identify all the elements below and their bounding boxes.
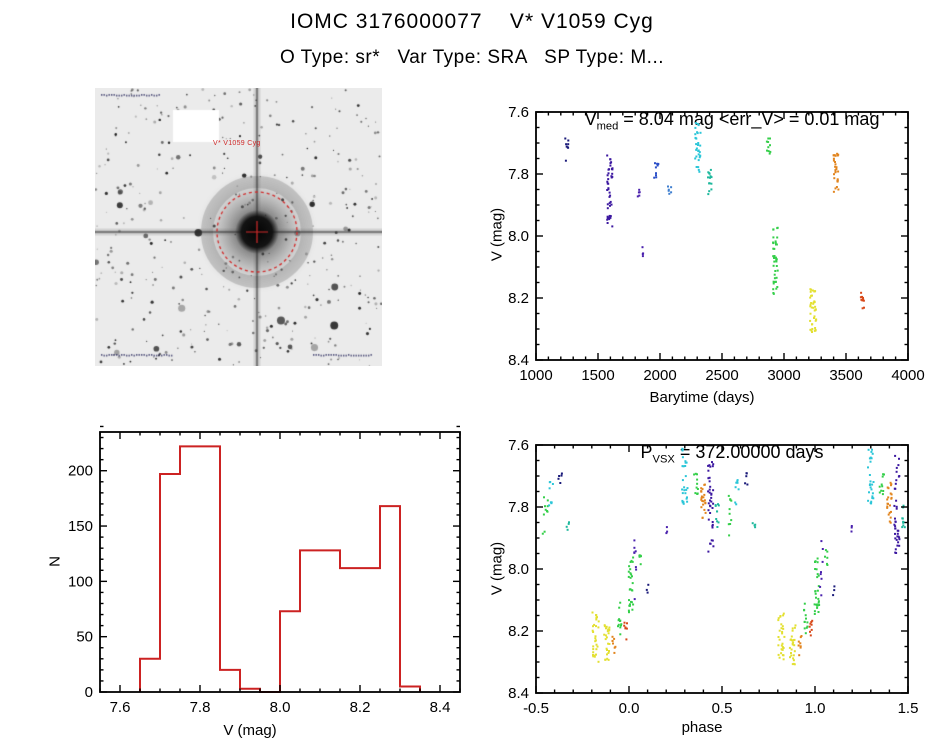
svg-text:0: 0 xyxy=(85,684,93,701)
histogram-x-axis-label: V (mag) xyxy=(223,722,277,739)
lightcurve-y-axis-label: V (mag) xyxy=(488,207,506,262)
page-subtitle: O Type: sr* Var Type: SRA SP Type: M... xyxy=(279,47,665,68)
svg-text:1500: 1500 xyxy=(581,367,614,384)
svg-text:0.5: 0.5 xyxy=(712,700,733,717)
svg-text:7.8: 7.8 xyxy=(508,499,529,516)
svg-text:0.0: 0.0 xyxy=(619,700,640,717)
lightcurve-title: Vmed = 8.04 mag <err_V> = 0.01 mag xyxy=(500,88,944,154)
svg-text:7.6: 7.6 xyxy=(508,437,529,454)
lightcurve-title-pre: V xyxy=(584,109,597,129)
phase-title-pre: P xyxy=(640,442,653,462)
finder-star-label: V* V1059 Cyg xyxy=(213,140,261,147)
lightcurve-title-sub: med xyxy=(596,120,619,133)
svg-text:7.8: 7.8 xyxy=(508,166,529,183)
svg-text:8.0: 8.0 xyxy=(508,561,529,578)
svg-text:1000: 1000 xyxy=(519,367,552,384)
svg-text:2500: 2500 xyxy=(705,367,738,384)
svg-text:4000: 4000 xyxy=(891,367,924,384)
svg-text:150: 150 xyxy=(68,518,93,535)
svg-text:8.0: 8.0 xyxy=(508,228,529,245)
svg-text:7.6: 7.6 xyxy=(508,104,529,121)
svg-text:8.0: 8.0 xyxy=(270,699,291,716)
finder-chart-image xyxy=(95,88,382,366)
lightcurve-title-post: = 8.04 mag <err_V> = 0.01 mag xyxy=(618,109,880,129)
svg-text:8.2: 8.2 xyxy=(350,699,371,716)
svg-text:1.5: 1.5 xyxy=(898,700,919,717)
svg-text:-0.5: -0.5 xyxy=(523,700,549,717)
svg-text:50: 50 xyxy=(76,629,93,646)
svg-text:2000: 2000 xyxy=(643,367,676,384)
phase-plot: -0.5 0.0 0.5 1.0 1.5 7.6 7.8 8.0 8.2 8.4 xyxy=(508,437,919,717)
lightcurve-x-axis-label: Barytime (days) xyxy=(649,389,755,406)
svg-text:8.2: 8.2 xyxy=(508,623,529,640)
svg-text:1.0: 1.0 xyxy=(805,700,826,717)
svg-text:7.6: 7.6 xyxy=(110,699,131,716)
phase-title-sub: VSX xyxy=(652,453,675,466)
page-title: IOMC 3176000077 V* V1059 Cyg xyxy=(290,10,654,33)
svg-text:8.2: 8.2 xyxy=(508,290,529,307)
phase-x-axis-label: phase xyxy=(681,719,723,736)
svg-text:8.4: 8.4 xyxy=(508,352,529,369)
lightcurve-plot: 1000 1500 2000 2500 3000 3500 4000 7.6 7.8 8.0 8.2… xyxy=(508,104,925,384)
svg-text:200: 200 xyxy=(68,463,93,480)
histogram-y-axis-label: N xyxy=(46,556,64,567)
histogram-plot: 7.6 7.8 8.0 8.2 8.4 0 50 100 150 200 xyxy=(68,425,461,716)
phase-y-axis-label: V (mag) xyxy=(488,541,506,596)
svg-text:8.4: 8.4 xyxy=(430,699,451,716)
svg-text:3500: 3500 xyxy=(829,367,862,384)
svg-text:7.8: 7.8 xyxy=(190,699,211,716)
svg-text:100: 100 xyxy=(68,573,93,590)
svg-text:8.4: 8.4 xyxy=(508,685,529,702)
svg-text:3000: 3000 xyxy=(767,367,800,384)
